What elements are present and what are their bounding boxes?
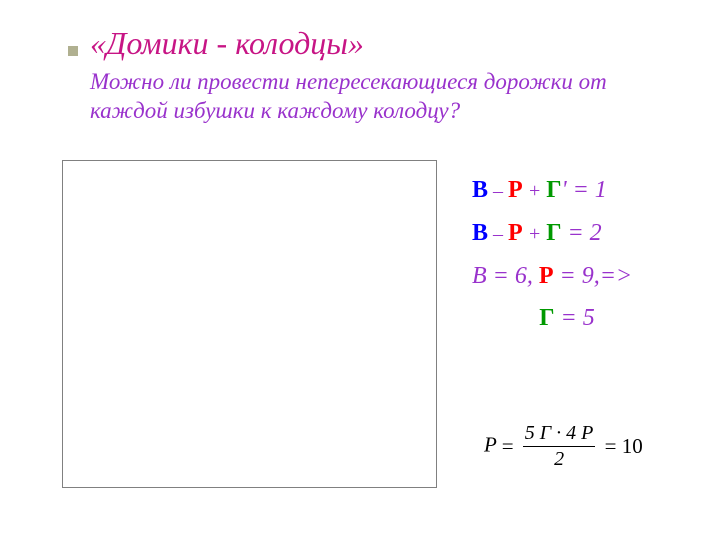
var-g: Г — [539, 305, 554, 331]
fraction: 5 Г · 4 Р 2 — [523, 422, 596, 471]
var-v: В — [472, 177, 488, 203]
var-g: Г — [546, 220, 561, 246]
var-v: В — [472, 220, 488, 246]
slide-subtitle: Можно ли провести непересекающиеся дорож… — [90, 68, 650, 126]
title-bullet — [68, 46, 78, 56]
eq4-rest: = 5 — [555, 305, 595, 331]
var-p: Р — [508, 220, 523, 246]
p-value-rest: = 9,=> — [554, 263, 633, 289]
op-minus: – — [488, 180, 508, 202]
var-p: Р — [508, 177, 523, 203]
eq1-rest: = 1 — [567, 177, 607, 203]
equation-values: В = 6, Р = 9,=> — [472, 262, 702, 291]
fraction-equation: P = 5 Г · 4 Р 2 = 10 — [484, 422, 643, 471]
op-minus: – — [488, 223, 508, 245]
equation-euler-prime: В – Р + Г' = 1 — [472, 176, 702, 205]
figure-placeholder — [62, 160, 437, 488]
eq2-rest: = 2 — [561, 220, 601, 246]
slide-title: «Домики - колодцы» — [90, 26, 364, 61]
equations-block: В – Р + Г' = 1 В – Р + Г = 2 В = 6, Р = … — [472, 176, 702, 347]
v-value: В = 6, — [472, 263, 539, 289]
frac-lhs: P — [484, 432, 496, 456]
frac-eq2: = — [605, 434, 622, 458]
var-g: Г — [546, 177, 561, 203]
equation-g-result: Г = 5 — [472, 304, 702, 333]
frac-num: 5 Г · 4 Р — [523, 422, 596, 447]
op-plus: + — [523, 180, 547, 202]
frac-result: 10 — [622, 434, 643, 458]
frac-den: 2 — [523, 447, 596, 471]
frac-eq1: = — [502, 434, 519, 458]
op-plus: + — [523, 223, 547, 245]
equation-euler: В – Р + Г = 2 — [472, 219, 702, 248]
var-p: Р — [539, 263, 554, 289]
